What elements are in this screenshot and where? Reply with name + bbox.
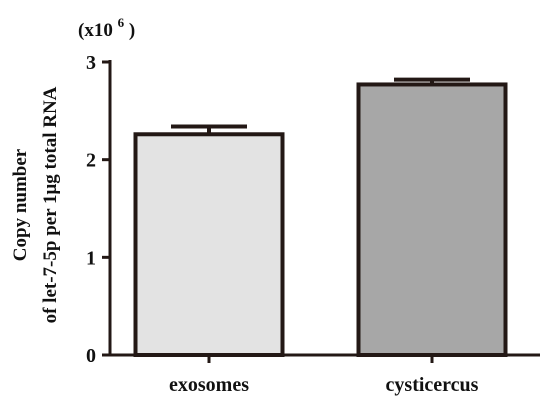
plot-area: 0 1 2 3 exosomes cysticercus	[86, 52, 540, 396]
scale-label-base: (x10	[78, 20, 113, 41]
scale-label-exponent: 6	[118, 15, 125, 30]
bar-cysticercus	[356, 82, 508, 357]
y-tick-label-2: 2	[86, 150, 96, 172]
y-tick-label-0: 0	[86, 345, 96, 367]
y-axis-title-line-2: of let-7-5p per 1μg total RNA	[40, 86, 61, 323]
bar-exosomes	[133, 132, 285, 357]
y-axis-title: Copy number of let-7-5p per 1μg total RN…	[10, 86, 61, 323]
y-tick-label-3: 3	[86, 52, 96, 74]
scale-label: (x10 6 )	[78, 11, 135, 41]
x-tick-label-cysticercus: cysticercus	[386, 374, 479, 396]
scale-label-end: )	[129, 20, 135, 41]
y-tick-label-1: 1	[86, 247, 96, 269]
y-axis-title-line-1: Copy number	[10, 148, 31, 261]
x-tick-label-exosomes: exosomes	[169, 374, 249, 396]
